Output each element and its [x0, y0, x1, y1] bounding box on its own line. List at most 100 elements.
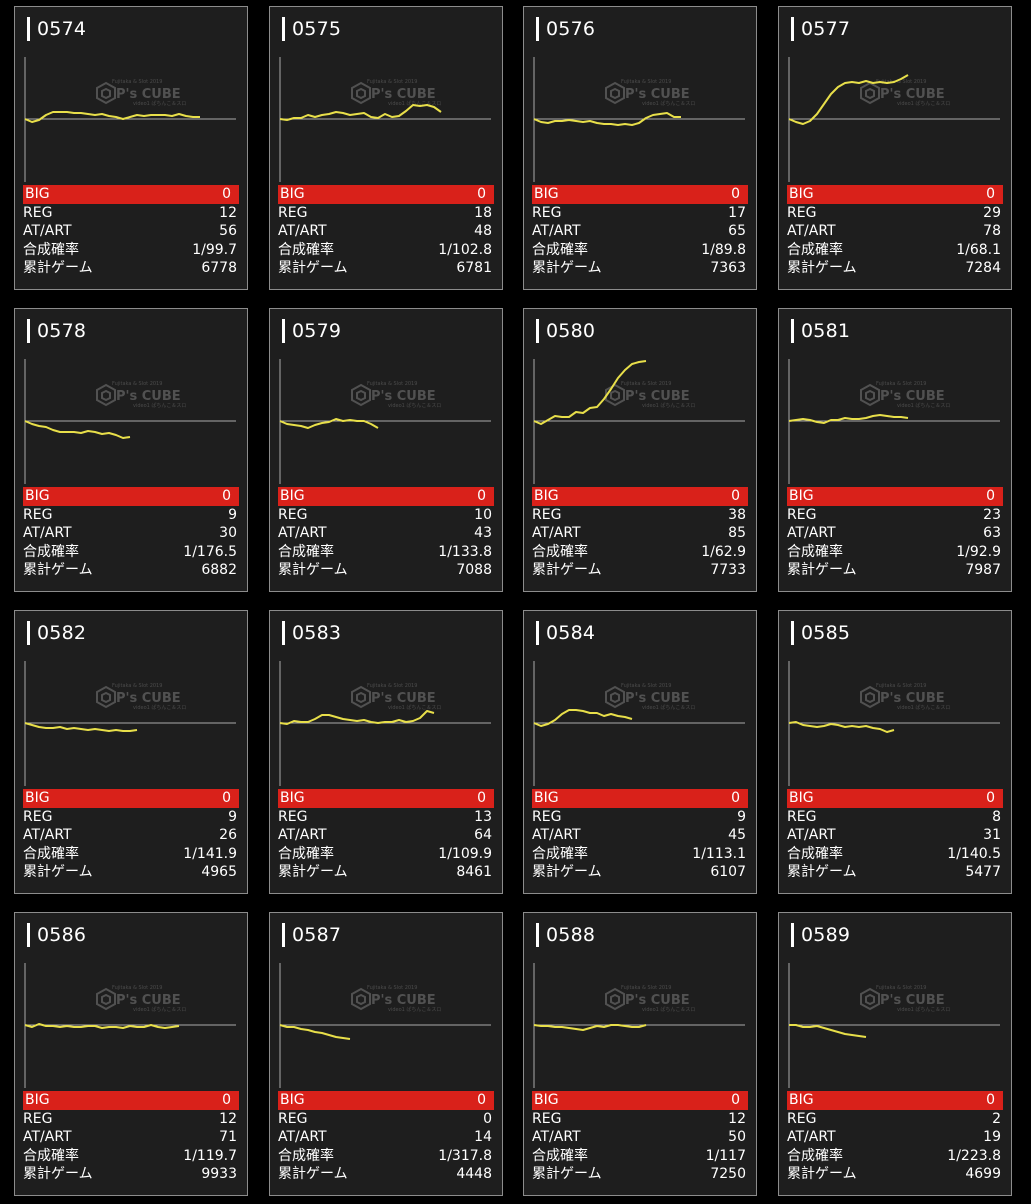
games-row: 累計ゲーム 6781	[278, 259, 494, 278]
prob-value: 1/89.8	[701, 241, 746, 258]
prob-row: 合成確率 1/68.1	[787, 241, 1003, 260]
watermark-bottom: video1 ぱちんこ＆スロ	[133, 704, 186, 711]
games-value: 8461	[456, 864, 492, 881]
machine-card[interactable]: 0586 Fujitaka & Slot 2019 P's CUBE video…	[14, 912, 248, 1196]
at-label: AT/ART	[278, 1129, 327, 1146]
machine-number: 0588	[546, 924, 596, 946]
big-label: BIG	[280, 1092, 305, 1108]
watermark-logo: Fujitaka & Slot 2019 P's CUBE video1 ぱちん…	[860, 381, 950, 409]
machine-card[interactable]: 0589 Fujitaka & Slot 2019 P's CUBE video…	[778, 912, 1012, 1196]
games-row: 累計ゲーム 6107	[532, 863, 748, 882]
prob-label: 合成確率	[532, 543, 588, 560]
reg-row: REG 12	[23, 1110, 239, 1129]
prob-row: 合成確率 1/89.8	[532, 241, 748, 260]
games-value: 4699	[965, 1166, 1001, 1183]
machine-card[interactable]: 0580 Fujitaka & Slot 2019 P's CUBE video…	[523, 308, 757, 592]
machine-card[interactable]: 0575 Fujitaka & Slot 2019 P's CUBE video…	[269, 6, 503, 290]
at-value: 64	[474, 827, 492, 844]
prob-row: 合成確率 1/102.8	[278, 241, 494, 260]
machine-card[interactable]: 0588 Fujitaka & Slot 2019 P's CUBE video…	[523, 912, 757, 1196]
watermark-logo: Fujitaka & Slot 2019 P's CUBE video1 ぱちん…	[96, 683, 186, 711]
games-value: 6781	[456, 260, 492, 277]
watermark-top: Fujitaka & Slot 2019	[621, 381, 671, 387]
at-value: 65	[728, 223, 746, 240]
watermark-bottom: video1 ぱちんこ＆スロ	[897, 1006, 950, 1013]
slump-line	[788, 414, 909, 424]
machine-card[interactable]: 0576 Fujitaka & Slot 2019 P's CUBE video…	[523, 6, 757, 290]
machine-card[interactable]: 0583 Fujitaka & Slot 2019 P's CUBE video…	[269, 610, 503, 894]
games-label: 累計ゲーム	[532, 260, 602, 277]
machine-card[interactable]: 0585 Fujitaka & Slot 2019 P's CUBE video…	[778, 610, 1012, 894]
watermark-logo: Fujitaka & Slot 2019 P's CUBE video1 ぱちん…	[605, 683, 695, 711]
at-row: AT/ART 14	[278, 1128, 494, 1147]
title-accent-bar	[282, 319, 285, 343]
reg-value: 29	[983, 204, 1001, 221]
prob-label: 合成確率	[278, 241, 334, 258]
big-row: BIG 0	[532, 789, 748, 808]
machine-number: 0583	[292, 622, 342, 644]
title-accent-bar	[791, 17, 794, 41]
prob-label: 合成確率	[787, 1147, 843, 1164]
at-value: 43	[474, 525, 492, 542]
machine-card[interactable]: 0587 Fujitaka & Slot 2019 P's CUBE video…	[269, 912, 503, 1196]
watermark-logo: Fujitaka & Slot 2019 P's CUBE video1 ぱちん…	[860, 683, 950, 711]
games-value: 6107	[710, 864, 746, 881]
stats-table: BIG 0 REG 8 AT/ART 31 合成確率 1/140.5 累計ゲーム…	[787, 789, 1003, 882]
reg-label: REG	[787, 808, 817, 825]
prob-value: 1/140.5	[947, 845, 1001, 862]
at-row: AT/ART 50	[532, 1128, 748, 1147]
big-row: BIG 0	[278, 789, 494, 808]
big-value: 0	[731, 790, 740, 806]
stats-table: BIG 0 REG 2 AT/ART 19 合成確率 1/223.8 累計ゲーム…	[787, 1091, 1003, 1184]
big-value: 0	[731, 1092, 740, 1108]
machine-card[interactable]: 0581 Fujitaka & Slot 2019 P's CUBE video…	[778, 308, 1012, 592]
big-value: 0	[731, 488, 740, 504]
reg-value: 0	[483, 1110, 492, 1127]
at-value: 14	[474, 1129, 492, 1146]
watermark-bottom: video1 ぱちんこ＆スロ	[388, 1006, 441, 1013]
big-row: BIG 0	[532, 487, 748, 506]
machine-card[interactable]: 0574 Fujitaka & Slot 2019 P's CUBE video…	[14, 6, 248, 290]
games-label: 累計ゲーム	[532, 864, 602, 881]
reg-value: 9	[228, 506, 237, 523]
prob-label: 合成確率	[23, 845, 79, 862]
watermark-top: Fujitaka & Slot 2019	[112, 683, 162, 689]
slump-line	[24, 420, 131, 439]
watermark-logo: Fujitaka & Slot 2019 P's CUBE video1 ぱちん…	[605, 79, 695, 107]
slump-graph: Fujitaka & Slot 2019 P's CUBE video1 ぱちん…	[533, 661, 745, 786]
reg-value: 23	[983, 506, 1001, 523]
prob-row: 合成確率 1/119.7	[23, 1147, 239, 1166]
big-value: 0	[477, 1092, 486, 1108]
title-accent-bar	[791, 319, 794, 343]
watermark-brand: P's CUBE	[116, 87, 181, 102]
stats-table: BIG 0 REG 18 AT/ART 48 合成確率 1/102.8 累計ゲー…	[278, 185, 494, 278]
big-row: BIG 0	[23, 789, 239, 808]
machine-card[interactable]: 0579 Fujitaka & Slot 2019 P's CUBE video…	[269, 308, 503, 592]
big-row: BIG 0	[787, 487, 1003, 506]
prob-value: 1/141.9	[183, 845, 237, 862]
big-value: 0	[986, 488, 995, 504]
watermark-top: Fujitaka & Slot 2019	[876, 381, 926, 387]
reg-label: REG	[23, 506, 53, 523]
reg-row: REG 12	[23, 204, 239, 223]
machine-card[interactable]: 0578 Fujitaka & Slot 2019 P's CUBE video…	[14, 308, 248, 592]
watermark-brand: P's CUBE	[880, 691, 945, 706]
machine-card[interactable]: 0577 Fujitaka & Slot 2019 P's CUBE video…	[778, 6, 1012, 290]
at-row: AT/ART 71	[23, 1128, 239, 1147]
machine-card[interactable]: 0584 Fujitaka & Slot 2019 P's CUBE video…	[523, 610, 757, 894]
machine-title: 0574	[27, 17, 86, 41]
reg-value: 12	[728, 1110, 746, 1127]
at-value: 56	[219, 223, 237, 240]
games-value: 6778	[201, 260, 237, 277]
reg-row: REG 18	[278, 204, 494, 223]
big-value: 0	[986, 790, 995, 806]
reg-label: REG	[278, 808, 308, 825]
big-row: BIG 0	[278, 487, 494, 506]
big-row: BIG 0	[787, 1091, 1003, 1110]
machine-card[interactable]: 0582 Fujitaka & Slot 2019 P's CUBE video…	[14, 610, 248, 894]
watermark-top: Fujitaka & Slot 2019	[876, 985, 926, 991]
games-label: 累計ゲーム	[278, 864, 348, 881]
at-row: AT/ART 31	[787, 826, 1003, 845]
machine-title: 0584	[536, 621, 595, 645]
prob-row: 合成確率 1/317.8	[278, 1147, 494, 1166]
